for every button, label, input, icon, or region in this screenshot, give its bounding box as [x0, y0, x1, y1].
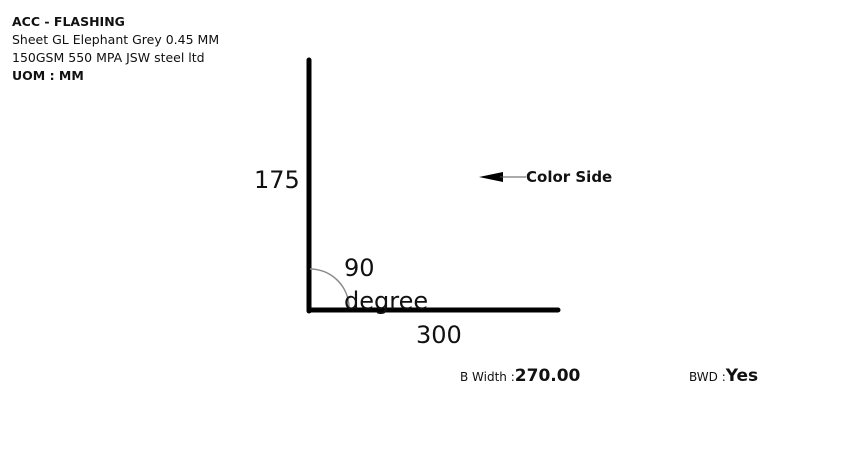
b-width-value: 270.00: [514, 366, 581, 386]
horizontal-length-label: 300: [416, 321, 462, 349]
unit-of-measure: UOM : MM: [12, 68, 84, 83]
profile-title: ACC - FLASHING: [12, 14, 125, 29]
material-spec-line-2: 150GSM 550 MPA JSW steel ltd: [12, 50, 205, 65]
vertical-length-label: 175: [254, 166, 300, 194]
bwd-label: BWD :: [689, 370, 726, 384]
angle-arc: [309, 268, 350, 309]
bwd-value: Yes: [725, 366, 759, 386]
b-width-field: B Width :270.00: [460, 366, 580, 386]
b-width-label: B Width :: [460, 370, 515, 384]
material-spec-line-1: Sheet GL Elephant Grey 0.45 MM: [12, 32, 220, 47]
color-side-indicator: Color Side: [479, 168, 612, 186]
angle-unit-label: degree: [344, 287, 428, 315]
arrow-left-icon: [479, 172, 503, 182]
color-side-label: Color Side: [526, 168, 612, 186]
bwd-field: BWD :Yes: [689, 366, 758, 386]
profile-info: ACC - FLASHING Sheet GL Elephant Grey 0.…: [12, 13, 219, 85]
angle-value-label: 90: [344, 254, 375, 282]
